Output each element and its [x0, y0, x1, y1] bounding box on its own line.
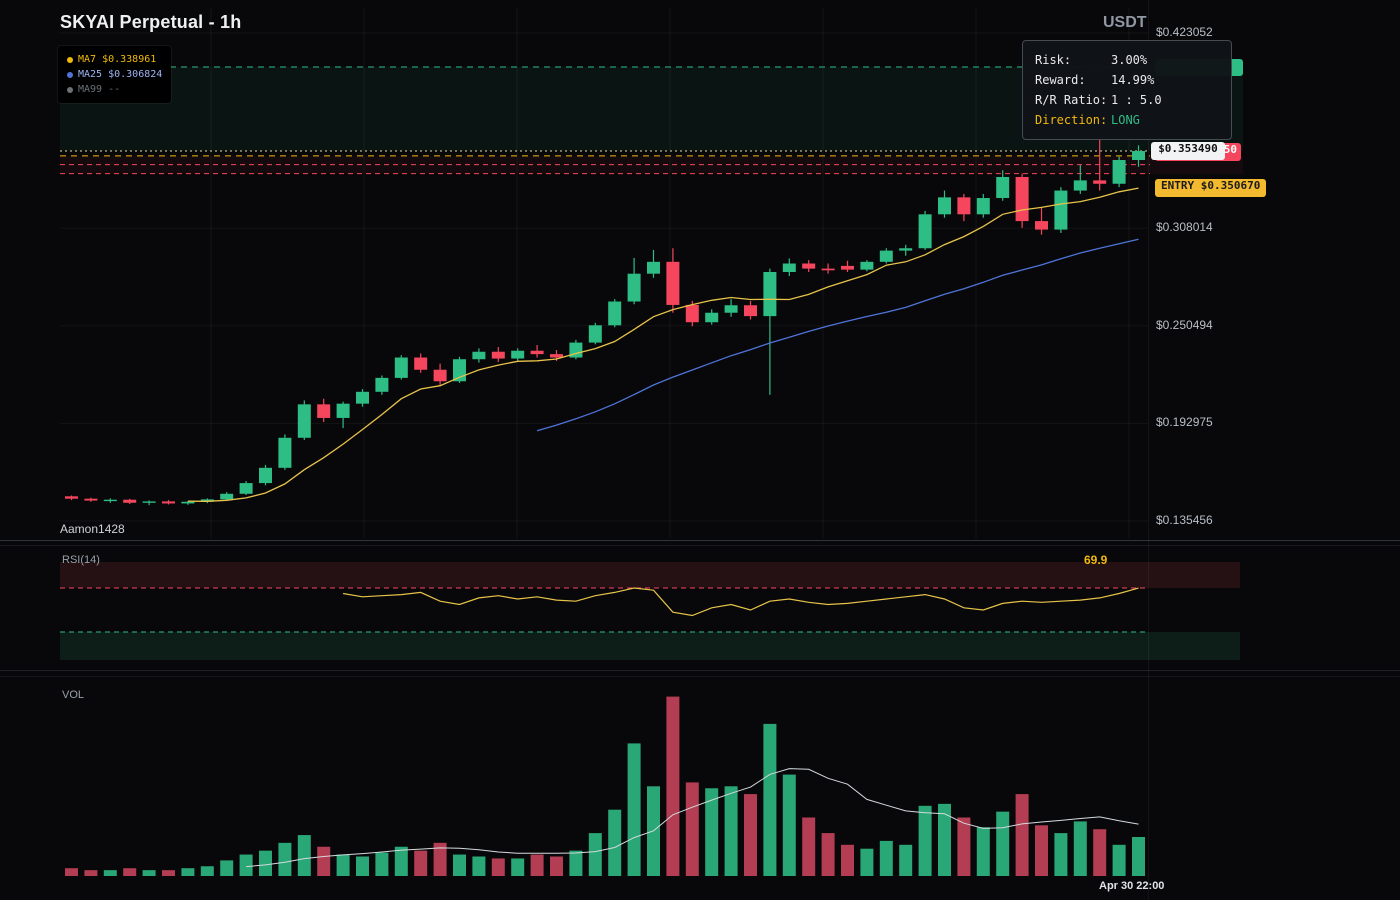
volume-indicator-label[interactable]: VOL: [62, 689, 85, 701]
price-axis-label: $0.308014: [1156, 220, 1213, 235]
symbol-title: SKYAI Perpetual - 1h: [60, 12, 242, 32]
ma25-legend-item[interactable]: MA25 $0.306824: [67, 67, 162, 82]
risk-reward-tooltip: Risk: 3.00% Reward: 14.99% R/R Ratio: 1 …: [1022, 40, 1232, 140]
pane-divider: [0, 545, 1400, 546]
ma99-color-dot: [67, 86, 73, 93]
ma-legend: MA7 $0.338961 MA25 $0.306824 MA99 --: [58, 46, 172, 103]
ma7-label: MA7 $0.338961: [78, 54, 157, 65]
direction-value: LONG: [1111, 113, 1140, 127]
reward-row: Reward: 14.99%: [1035, 70, 1219, 90]
direction-row: Direction: LONG: [1035, 110, 1219, 130]
price-axis-divider: [1148, 0, 1149, 900]
quote-asset-label[interactable]: USDT: [1103, 14, 1147, 31]
rr-ratio-row: R/R Ratio: 1 : 5.0: [1035, 90, 1219, 110]
price-axis-label: $0.423052: [1156, 25, 1213, 39]
pane-divider[interactable]: [0, 670, 1400, 671]
ma25-color-dot: [67, 71, 73, 78]
rsi-indicator-label[interactable]: RSI(14): [62, 554, 100, 566]
pane-divider: [0, 676, 1400, 677]
rsi-value: 69.9: [1084, 553, 1108, 567]
ma99-label: MA99 --: [78, 84, 121, 95]
reward-label: Reward:: [1035, 73, 1086, 87]
price-axis-label: $0.250494: [1156, 317, 1213, 332]
watermark: Aamon1428: [60, 522, 125, 536]
ma7-legend-item[interactable]: MA7 $0.338961: [67, 52, 162, 67]
last-price-badge: $0.353490: [1151, 142, 1225, 160]
reward-value: 14.99%: [1111, 73, 1155, 87]
entry-badge[interactable]: ENTRY $0.350670: [1155, 179, 1267, 197]
time-axis-label: Apr 30 22:00: [1099, 880, 1165, 892]
risk-value: 3.00%: [1111, 53, 1148, 67]
rr-ratio-label: R/R Ratio:: [1035, 93, 1108, 107]
rr-ratio-value: 1 : 5.0: [1111, 93, 1162, 107]
pane-divider[interactable]: [0, 540, 1400, 541]
risk-row: Risk: 3.00%: [1035, 50, 1219, 70]
direction-label: Direction:: [1035, 113, 1108, 127]
ma99-legend-item[interactable]: MA99 --: [67, 82, 162, 97]
ma7-color-dot: [67, 56, 73, 63]
price-axis-label: $0.135456: [1156, 513, 1213, 527]
risk-label: Risk:: [1035, 53, 1072, 67]
ma25-label: MA25 $0.306824: [78, 69, 163, 80]
price-axis-label: $0.192975: [1156, 415, 1213, 430]
